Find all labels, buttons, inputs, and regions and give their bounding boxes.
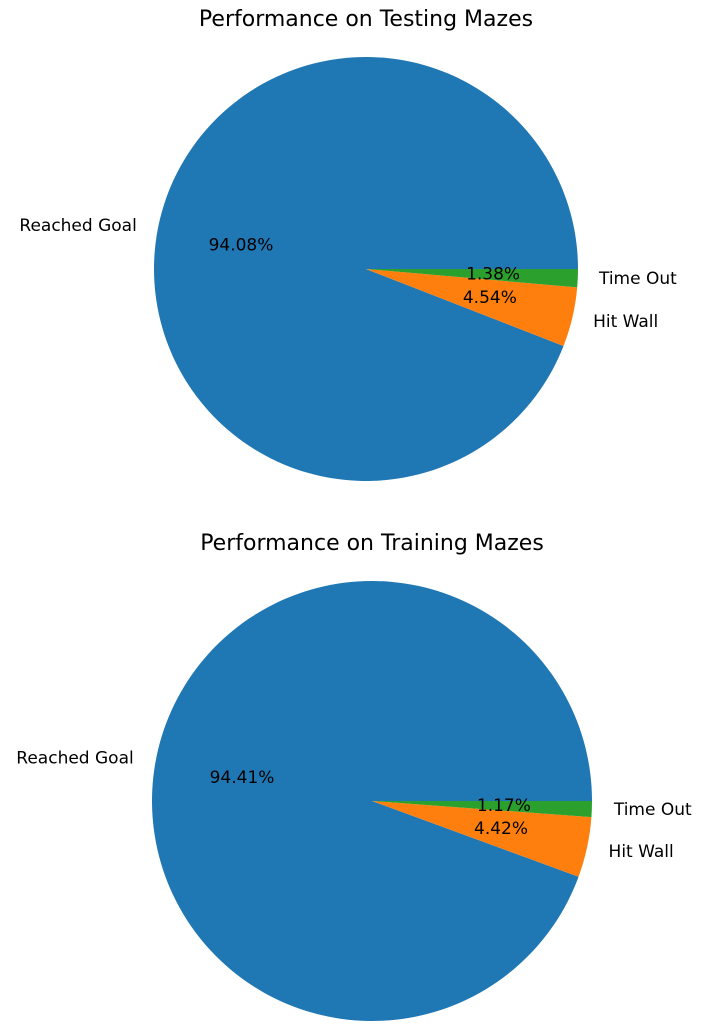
training-mazes-pie-chart: Performance on Training Mazes Reached Goa…: [16, 531, 692, 1022]
testing-mazes-pie-chart: Performance on Testing Mazes Reached Goal…: [19, 7, 677, 481]
training-slice-hit-wall: [372, 801, 592, 877]
testing-slice-reached-goal: [153, 56, 579, 481]
testing-pct-reached-goal: 94.08%: [209, 235, 274, 255]
training-pct-time-out: 1.17%: [477, 796, 531, 816]
training-pct-hit-wall: 4.42%: [474, 819, 528, 839]
testing-label-hit-wall: Hit Wall: [593, 312, 658, 332]
testing-label-time-out: Time Out: [598, 269, 677, 289]
testing-slice-time-out: [366, 269, 578, 288]
testing-pct-time-out: 1.38%: [466, 265, 520, 285]
training-chart-title: Performance on Training Mazes: [200, 531, 544, 556]
testing-label-reached-goal: Reached Goal: [19, 216, 136, 236]
training-label-time-out: Time Out: [613, 800, 692, 820]
training-slice-reached-goal: [151, 581, 592, 1022]
training-pct-reached-goal: 94.41%: [210, 768, 275, 788]
training-label-hit-wall: Hit Wall: [609, 842, 674, 862]
training-label-reached-goal: Reached Goal: [16, 749, 133, 769]
testing-chart-title: Performance on Testing Mazes: [199, 7, 533, 32]
testing-pct-hit-wall: 4.54%: [463, 288, 517, 308]
testing-slice-hit-wall: [366, 269, 578, 347]
training-slice-time-out: [372, 801, 592, 818]
